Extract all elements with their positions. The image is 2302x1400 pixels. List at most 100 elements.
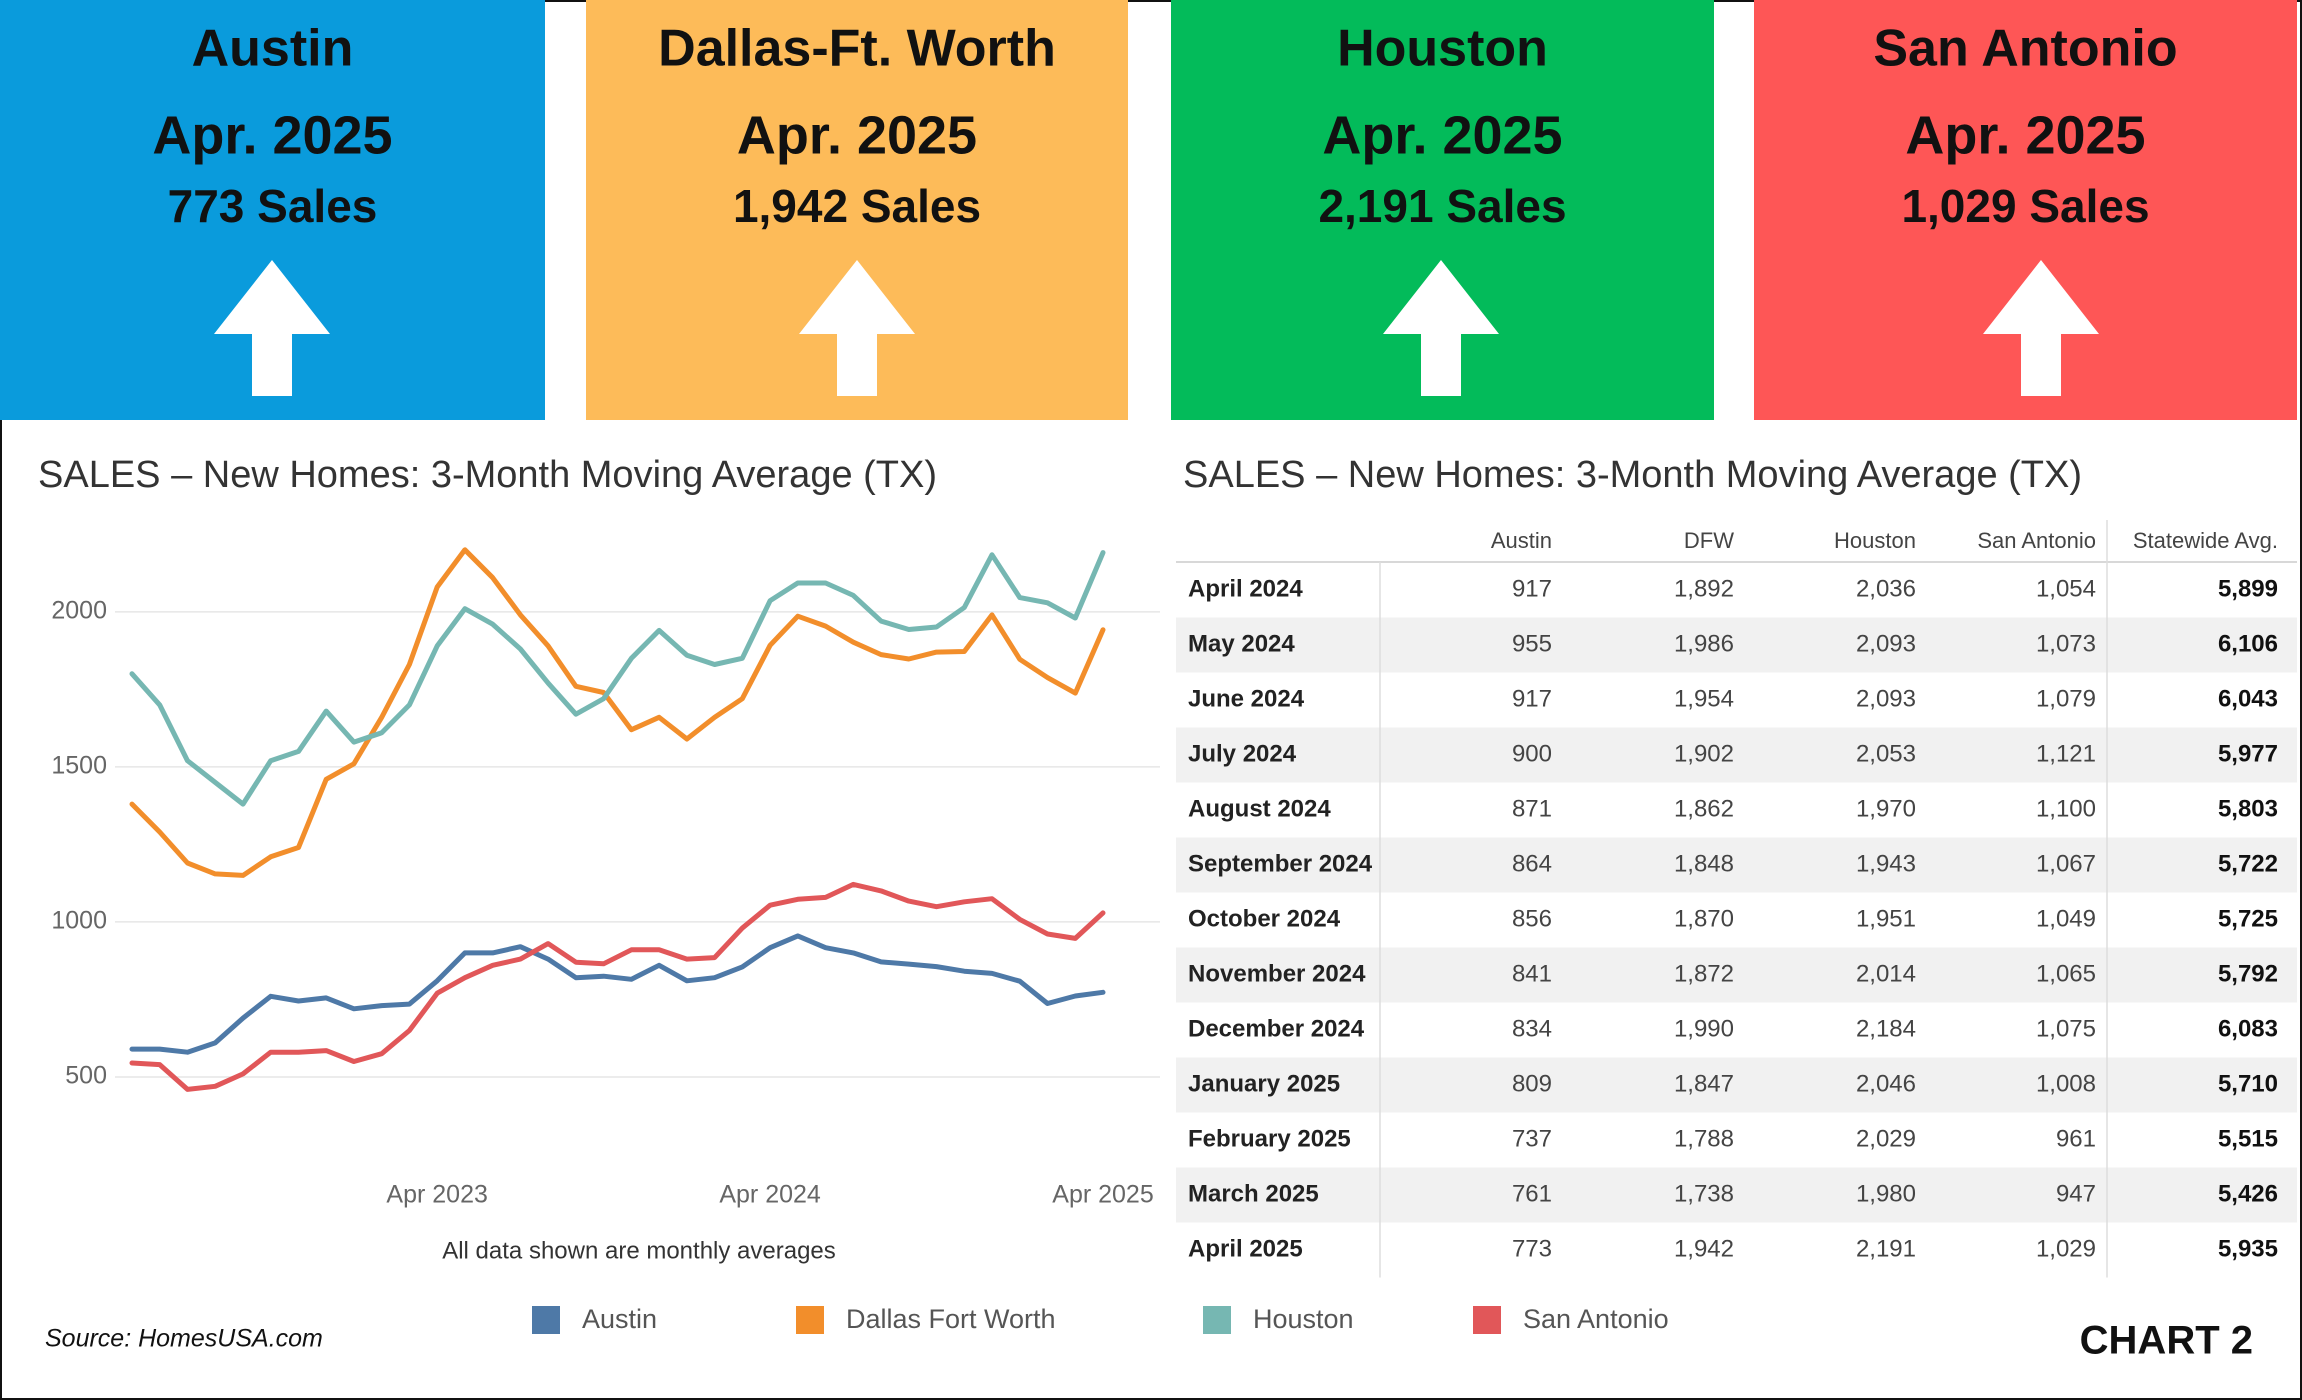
- row-label: November 2024: [1188, 960, 1366, 987]
- table-cell: 947: [2056, 1180, 2096, 1207]
- table-cell: 2,014: [1856, 960, 1916, 987]
- row-label: August 2024: [1188, 795, 1331, 822]
- table-cell: 2,191: [1856, 1235, 1916, 1262]
- table-cell: 1,008: [2036, 1070, 2096, 1097]
- statewide-cell: 5,803: [2218, 795, 2278, 822]
- tile-sales: 1,942 Sales: [733, 180, 981, 232]
- table-cell: 841: [1512, 960, 1552, 987]
- table-cell: 917: [1512, 685, 1552, 712]
- row-band: [1176, 947, 2297, 1003]
- legend-swatch: [796, 1306, 824, 1334]
- y-tick-label: 1500: [51, 751, 107, 779]
- series-line: [129, 550, 1106, 807]
- tile-city: Austin: [192, 20, 354, 78]
- tile-period: Apr. 2025: [1322, 105, 1562, 165]
- table-cell: 1,892: [1674, 575, 1734, 602]
- up-arrow: [799, 260, 915, 396]
- table-cell: 834: [1512, 1015, 1552, 1042]
- table-cell: 1,121: [2036, 740, 2096, 767]
- table-cell: 1,049: [2036, 905, 2096, 932]
- table-cell: 871: [1512, 795, 1552, 822]
- table-cell: 1,862: [1674, 795, 1734, 822]
- table-cell: 1,872: [1674, 960, 1734, 987]
- chart-title: SALES – New Homes: 3-Month Moving Averag…: [38, 454, 937, 496]
- table-cell: 1,951: [1856, 905, 1916, 932]
- y-tick-label: 500: [65, 1062, 107, 1090]
- column-header: Houston: [1834, 528, 1916, 553]
- row-label: February 2025: [1188, 1125, 1351, 1152]
- table-cell: 1,079: [2036, 685, 2096, 712]
- tile-sales: 2,191 Sales: [1318, 180, 1566, 232]
- statewide-cell: 5,792: [2218, 960, 2278, 987]
- legend-label: Dallas Fort Worth: [846, 1304, 1056, 1334]
- row-band: [1176, 837, 2297, 893]
- table-cell: 1,986: [1674, 630, 1734, 657]
- statewide-cell: 5,722: [2218, 850, 2278, 877]
- table-cell: 773: [1512, 1235, 1552, 1262]
- up-arrow: [214, 260, 330, 396]
- row-label: May 2024: [1188, 630, 1295, 657]
- y-tick-label: 1000: [51, 907, 107, 935]
- row-label: January 2025: [1188, 1070, 1340, 1097]
- column-header: Statewide Avg.: [2133, 528, 2278, 553]
- table-cell: 1,788: [1674, 1125, 1734, 1152]
- statewide-cell: 6,043: [2218, 685, 2278, 712]
- legend-swatch: [1473, 1306, 1501, 1334]
- legend-label: Austin: [582, 1304, 657, 1334]
- row-label: March 2025: [1188, 1180, 1319, 1207]
- table-cell: 1,970: [1856, 795, 1916, 822]
- legend-label: San Antonio: [1523, 1304, 1669, 1334]
- table-cell: 1,870: [1674, 905, 1734, 932]
- table-cell: 1,067: [2036, 850, 2096, 877]
- x-tick-label: Apr 2024: [719, 1181, 821, 1209]
- x-tick-label: Apr 2023: [386, 1181, 487, 1209]
- table-cell: 856: [1512, 905, 1552, 932]
- row-label: April 2025: [1188, 1235, 1303, 1262]
- table-cell: 1,029: [2036, 1235, 2096, 1262]
- table-cell: 864: [1512, 850, 1552, 877]
- row-label: September 2024: [1188, 850, 1373, 877]
- x-tick-label: Apr 2025: [1052, 1181, 1153, 1209]
- statewide-cell: 5,899: [2218, 575, 2278, 602]
- table-cell: 761: [1512, 1180, 1552, 1207]
- table-cell: 955: [1512, 630, 1552, 657]
- column-header: San Antonio: [1977, 528, 2096, 553]
- row-label: October 2024: [1188, 905, 1341, 932]
- table-cell: 2,046: [1856, 1070, 1916, 1097]
- tile-city: Houston: [1337, 20, 1548, 78]
- up-arrow: [1983, 260, 2099, 396]
- table-cell: 1,738: [1674, 1180, 1734, 1207]
- table-cell: 1,990: [1674, 1015, 1734, 1042]
- table-title: SALES – New Homes: 3-Month Moving Averag…: [1183, 454, 2082, 496]
- statewide-cell: 5,977: [2218, 740, 2278, 767]
- tile-period: Apr. 2025: [737, 105, 977, 165]
- row-band: [1176, 1057, 2297, 1113]
- table-cell: 961: [2056, 1125, 2096, 1152]
- statewide-cell: 5,515: [2218, 1125, 2278, 1152]
- tile-sales: 1,029 Sales: [1901, 180, 2149, 232]
- column-header: DFW: [1684, 528, 1734, 553]
- tile-period: Apr. 2025: [1905, 105, 2145, 165]
- table-cell: 1,065: [2036, 960, 2096, 987]
- table-cell: 1,847: [1674, 1070, 1734, 1097]
- legend-swatch: [532, 1306, 560, 1334]
- arrows: [214, 260, 2099, 396]
- table-cell: 1,075: [2036, 1015, 2096, 1042]
- series-line: [129, 547, 1106, 878]
- table-cell: 1,954: [1674, 685, 1734, 712]
- chart-label: CHART 2: [2080, 1319, 2253, 1363]
- series-line: [129, 881, 1106, 1092]
- table-cell: 737: [1512, 1125, 1552, 1152]
- series-line: [129, 933, 1106, 1055]
- table-cell: 1,980: [1856, 1180, 1916, 1207]
- table-cell: 1,848: [1674, 850, 1734, 877]
- legend-swatch: [1203, 1306, 1231, 1334]
- up-arrow: [1383, 260, 1499, 396]
- tile-city: Dallas-Ft. Worth: [658, 20, 1056, 78]
- legend-label: Houston: [1253, 1304, 1354, 1334]
- statewide-cell: 5,725: [2218, 905, 2278, 932]
- y-tick-label: 2000: [51, 596, 107, 624]
- table-cell: 1,073: [2036, 630, 2096, 657]
- table-cell: 917: [1512, 575, 1552, 602]
